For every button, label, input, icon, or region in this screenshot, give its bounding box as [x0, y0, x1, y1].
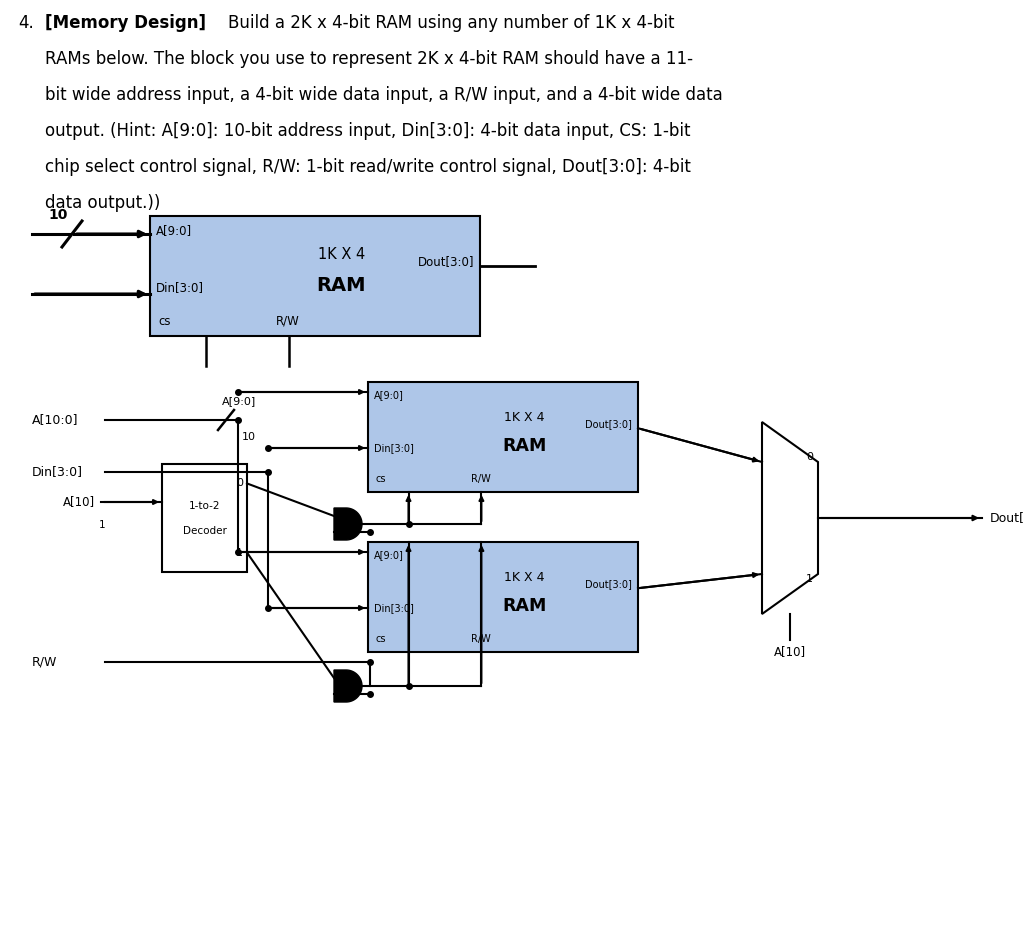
Bar: [368, 382, 638, 492]
Text: RAMs below. The block you use to represent 2K x 4-bit RAM should have a 11-: RAMs below. The block you use to represe…: [45, 50, 693, 68]
Text: cs: cs: [158, 315, 171, 328]
Text: R/W: R/W: [471, 474, 490, 484]
Text: cs: cs: [376, 474, 386, 484]
Text: Din[3:0]: Din[3:0]: [374, 603, 414, 613]
Text: 0: 0: [236, 479, 243, 488]
Text: 1K X 4: 1K X 4: [317, 247, 365, 261]
Text: Build a 2K x 4-bit RAM using any number of 1K x 4-bit: Build a 2K x 4-bit RAM using any number …: [228, 14, 675, 32]
Text: data output.)): data output.)): [45, 194, 161, 212]
Text: [Memory Design]: [Memory Design]: [45, 14, 206, 32]
Text: 1: 1: [806, 574, 813, 584]
Text: A[9:0]: A[9:0]: [156, 224, 193, 237]
Text: R/W: R/W: [32, 655, 57, 668]
Text: Dout[3:0]: Dout[3:0]: [990, 512, 1024, 525]
Text: 1K X 4: 1K X 4: [505, 571, 545, 583]
Bar: [150, 216, 480, 336]
Text: Din[3:0]: Din[3:0]: [156, 281, 204, 295]
Text: chip select control signal, R/W: 1-bit read/write control signal, Dout[3:0]: 4-b: chip select control signal, R/W: 1-bit r…: [45, 158, 691, 176]
Polygon shape: [762, 422, 818, 614]
Text: 1K X 4: 1K X 4: [505, 411, 545, 424]
Text: RAM: RAM: [503, 597, 547, 615]
Text: A[9:0]: A[9:0]: [222, 396, 256, 406]
Text: RAM: RAM: [316, 276, 367, 295]
Text: bit wide address input, a 4-bit wide data input, a R/W input, and a 4-bit wide d: bit wide address input, a 4-bit wide dat…: [45, 86, 723, 104]
Text: Din[3:0]: Din[3:0]: [374, 443, 414, 453]
Text: R/W: R/W: [275, 315, 299, 328]
Text: RAM: RAM: [503, 437, 547, 455]
Text: 1: 1: [99, 520, 105, 530]
Text: A[10]: A[10]: [62, 496, 95, 509]
Polygon shape: [334, 670, 362, 702]
Bar: [368, 542, 638, 652]
Polygon shape: [334, 508, 362, 540]
Text: Dout[3:0]: Dout[3:0]: [418, 255, 474, 268]
Text: A[9:0]: A[9:0]: [374, 550, 403, 560]
Text: 1: 1: [236, 548, 243, 558]
Text: A[10:0]: A[10:0]: [32, 413, 79, 427]
Text: 4.: 4.: [18, 14, 34, 32]
Text: Dout[3:0]: Dout[3:0]: [585, 419, 632, 429]
Text: 10: 10: [242, 432, 256, 442]
Text: A[10]: A[10]: [774, 645, 806, 658]
Text: 1-to-2: 1-to-2: [188, 501, 220, 511]
Text: Decoder: Decoder: [182, 526, 226, 536]
Text: Din[3:0]: Din[3:0]: [32, 465, 83, 479]
Text: 0: 0: [806, 452, 813, 462]
Text: R/W: R/W: [471, 634, 490, 644]
Text: output. (Hint: A[9:0]: 10-bit address input, Din[3:0]: 4-bit data input, CS: 1-b: output. (Hint: A[9:0]: 10-bit address in…: [45, 122, 690, 140]
Text: Dout[3:0]: Dout[3:0]: [585, 579, 632, 589]
Text: 10: 10: [48, 208, 68, 222]
Text: A[9:0]: A[9:0]: [374, 390, 403, 400]
Bar: [162, 464, 247, 572]
Text: cs: cs: [376, 634, 386, 644]
